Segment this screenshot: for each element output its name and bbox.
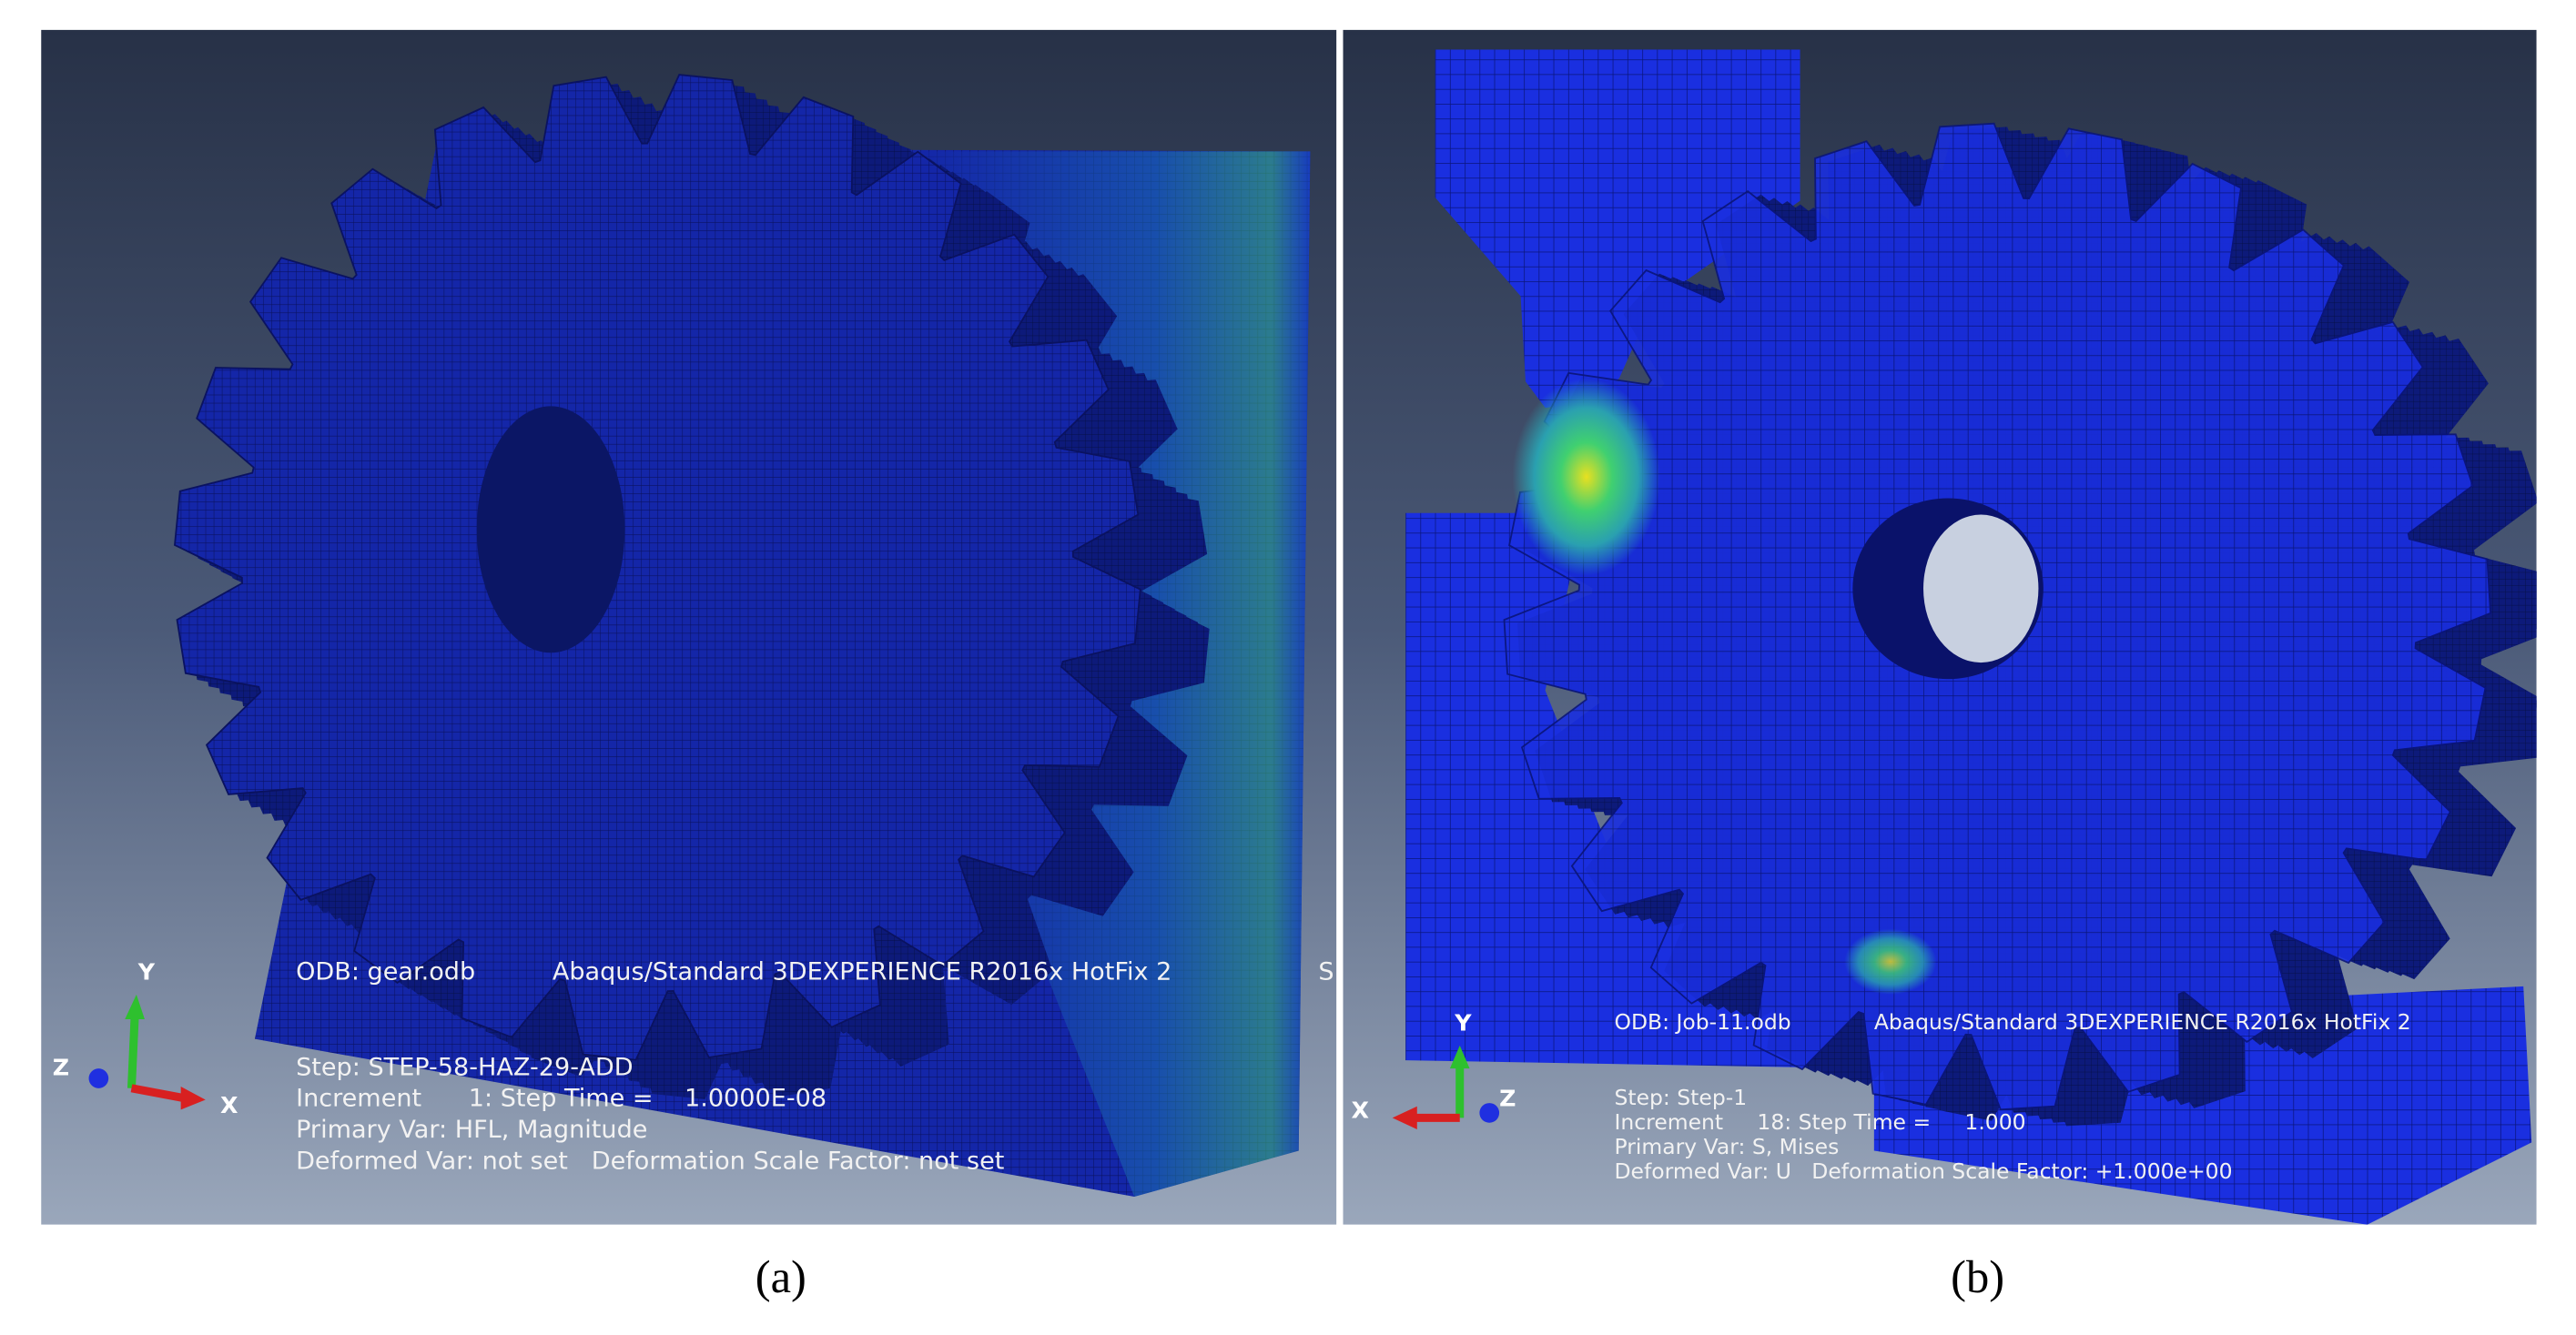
deformed-var: Deformed Var: U Deformation Scale Factor… bbox=[1614, 1158, 2232, 1184]
axis-label: X bbox=[220, 1092, 238, 1118]
product-version: Abaqus/Standard 3DEXPERIENCE R2016x HotF… bbox=[1874, 1009, 2411, 1035]
y-arrow bbox=[127, 1016, 139, 1089]
panel-b: Y Z X ODB: Job-11.odb Abaqus/Standard 3D… bbox=[1343, 29, 2537, 1225]
panel-label: (b) bbox=[1951, 1251, 2004, 1302]
x-arrowhead bbox=[1392, 1106, 1417, 1129]
stress-hotspot bbox=[1844, 928, 1937, 995]
gear-bore-inner bbox=[1923, 514, 2039, 663]
truncated-text: S bbox=[1318, 958, 1334, 986]
panel-label: (a) bbox=[756, 1251, 806, 1302]
primary-var: Primary Var: S, Mises bbox=[1614, 1134, 1839, 1159]
y-arrowhead bbox=[1449, 1045, 1470, 1069]
increment: Increment 1: Step Time = 1.0000E-08 bbox=[296, 1085, 827, 1113]
axis-label: Z bbox=[53, 1054, 69, 1080]
product-version: Abaqus/Standard 3DEXPERIENCE R2016x HotF… bbox=[553, 958, 1172, 986]
gear-bore bbox=[476, 406, 625, 653]
deformed-var: Deformed Var: not set Deformation Scale … bbox=[296, 1147, 1004, 1175]
y-arrowhead bbox=[125, 994, 145, 1019]
axis-triad: Y Z X bbox=[1352, 1010, 1516, 1129]
stress-hotspot bbox=[1512, 378, 1661, 576]
primary-var: Primary Var: HFL, Magnitude bbox=[296, 1116, 647, 1144]
step: Step: Step-1 bbox=[1614, 1085, 1747, 1110]
gear-face bbox=[174, 74, 1141, 1061]
step: Step: STEP-58-HAZ-29-ADD bbox=[296, 1053, 634, 1081]
gear bbox=[1503, 122, 2537, 1127]
z-dot bbox=[88, 1068, 109, 1088]
axis-label: Y bbox=[137, 959, 156, 986]
axis-label: Z bbox=[1499, 1086, 1516, 1112]
odb-name: ODB: Job-11.odb bbox=[1614, 1009, 1790, 1035]
x-arrow bbox=[130, 1084, 186, 1103]
axis-label: Y bbox=[1454, 1010, 1472, 1037]
tool bbox=[1435, 49, 1800, 409]
x-arrowhead bbox=[180, 1087, 206, 1110]
panel-a: Y Z X ODB: gear.odb Abaqus/Standard 3DEX… bbox=[41, 29, 1337, 1225]
z-dot bbox=[1479, 1103, 1500, 1123]
workpiece bbox=[1405, 512, 2532, 1225]
odb-name: ODB: gear.odb bbox=[296, 958, 475, 986]
axis-label: X bbox=[1352, 1097, 1369, 1123]
gear bbox=[174, 74, 1210, 1099]
increment: Increment 18: Step Time = 1.000 bbox=[1614, 1109, 2025, 1135]
axis-triad: Y Z X bbox=[53, 959, 238, 1118]
